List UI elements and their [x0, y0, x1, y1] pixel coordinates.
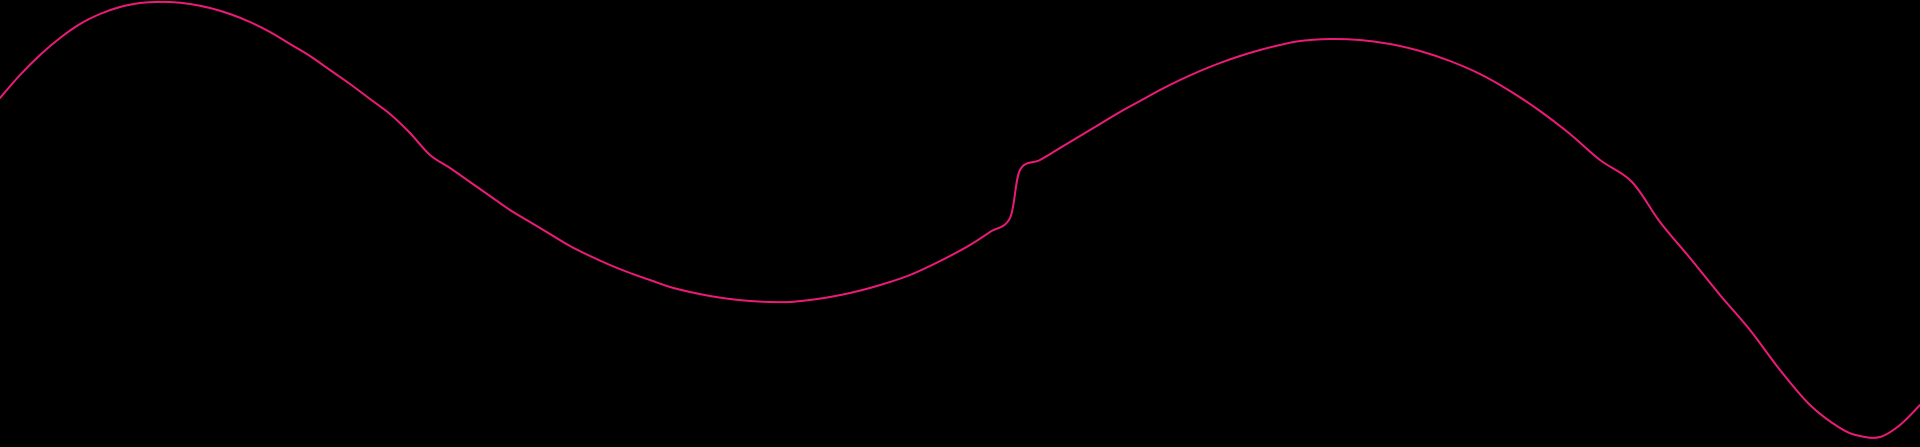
series-group — [0, 2, 1920, 438]
wave-series-line — [0, 2, 1920, 438]
